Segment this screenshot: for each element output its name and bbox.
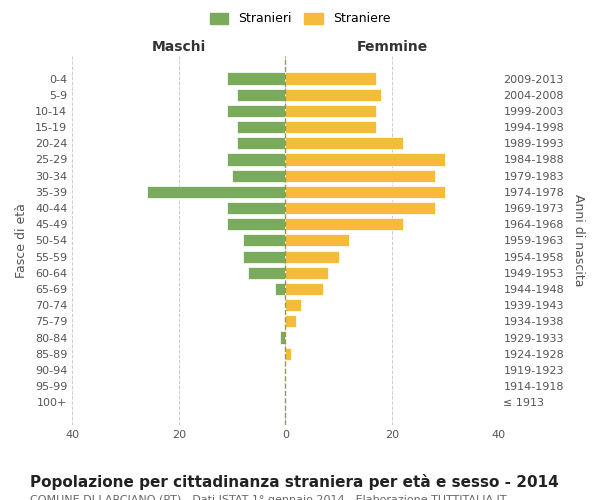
Bar [227, 105, 286, 117]
Bar [275, 283, 286, 295]
Bar [286, 299, 301, 311]
Bar [286, 170, 434, 181]
Bar [286, 154, 445, 166]
Bar [147, 186, 286, 198]
Text: COMUNE DI LARCIANO (PT) - Dati ISTAT 1° gennaio 2014 - Elaborazione TUTTITALIA.I: COMUNE DI LARCIANO (PT) - Dati ISTAT 1° … [30, 495, 506, 500]
Bar [286, 186, 445, 198]
Bar [286, 283, 323, 295]
Bar [280, 332, 286, 344]
Bar [227, 202, 286, 214]
Bar [248, 266, 286, 279]
Bar [286, 72, 376, 85]
Bar [238, 121, 286, 133]
Bar [286, 88, 382, 101]
Bar [286, 202, 434, 214]
Text: Femmine: Femmine [356, 40, 428, 54]
Bar [286, 234, 349, 246]
Bar [286, 121, 376, 133]
Bar [238, 88, 286, 101]
Bar [243, 234, 286, 246]
Bar [286, 266, 328, 279]
Bar [286, 316, 296, 328]
Bar [286, 348, 290, 360]
Legend: Stranieri, Straniere: Stranieri, Straniere [203, 6, 397, 32]
Y-axis label: Anni di nascita: Anni di nascita [572, 194, 585, 286]
Bar [238, 137, 286, 149]
Bar [232, 170, 286, 181]
Bar [227, 72, 286, 85]
Bar [286, 250, 338, 262]
Text: Popolazione per cittadinanza straniera per età e sesso - 2014: Popolazione per cittadinanza straniera p… [30, 474, 559, 490]
Bar [227, 154, 286, 166]
Bar [227, 218, 286, 230]
Bar [286, 105, 376, 117]
Y-axis label: Fasce di età: Fasce di età [15, 203, 28, 278]
Bar [286, 218, 403, 230]
Bar [286, 137, 403, 149]
Text: Maschi: Maschi [152, 40, 206, 54]
Bar [243, 250, 286, 262]
